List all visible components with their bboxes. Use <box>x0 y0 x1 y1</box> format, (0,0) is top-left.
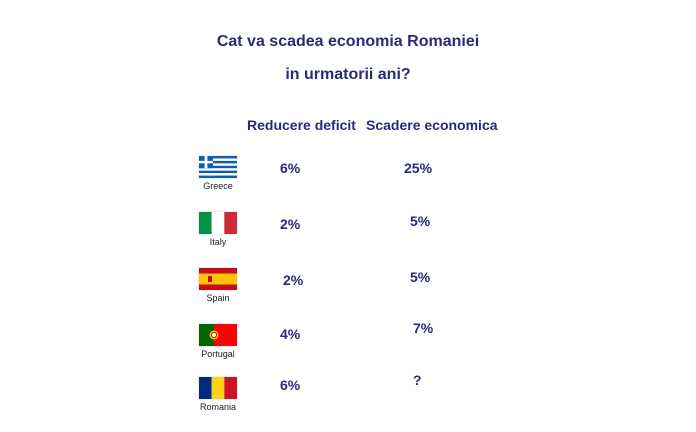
column-header-deficit: Reducere deficit <box>247 117 356 133</box>
scadere-value: 25% <box>404 160 433 176</box>
country-label: Romania <box>199 402 237 412</box>
spain-flag-icon <box>199 268 237 290</box>
italy-flag-icon <box>199 212 237 234</box>
country-label: Portugal <box>201 349 235 359</box>
greece-flag-icon <box>199 156 237 178</box>
portugal-flag-icon <box>199 324 237 346</box>
country-label: Spain <box>206 293 230 303</box>
chart-title-line-1: Cat va scadea economia Romaniei <box>216 33 480 50</box>
column-header-scadere: Scadere economica <box>366 117 498 133</box>
deficit-value: 2% <box>280 216 301 232</box>
scadere-value: 5% <box>410 213 431 229</box>
scadere-value: 7% <box>413 320 434 336</box>
deficit-value: 6% <box>280 377 301 393</box>
scadere-value: 5% <box>410 269 431 285</box>
country-label: Italy <box>209 237 227 247</box>
deficit-value: 6% <box>280 160 301 176</box>
scadere-value: ? <box>413 372 422 388</box>
chart-title-line-2: in urmatorii ani? <box>285 66 411 83</box>
country-label: Greece <box>203 181 233 191</box>
deficit-value: 2% <box>283 272 304 288</box>
deficit-value: 4% <box>280 326 301 342</box>
romania-flag-icon <box>199 377 237 399</box>
